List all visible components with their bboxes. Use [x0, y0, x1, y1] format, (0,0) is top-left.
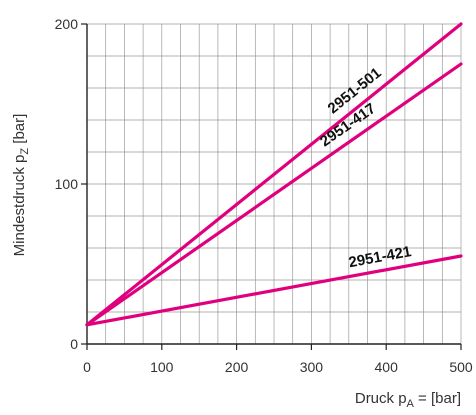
x-tick-label: 500	[449, 359, 473, 375]
x-tick-label: 200	[225, 359, 249, 375]
x-tick-label: 100	[150, 359, 174, 375]
series-line	[85, 254, 463, 327]
x-axis-label: Druck pA = [bar]	[355, 390, 461, 410]
series-lines	[85, 22, 463, 327]
grid	[86, 23, 462, 345]
ticks: 0 100 200 300 400 500 0 100 200	[55, 16, 473, 375]
x-tick-label: 300	[300, 359, 324, 375]
series-line	[85, 22, 463, 327]
series-line	[85, 62, 463, 327]
x-tick-label: 0	[83, 359, 91, 375]
x-tick-label: 400	[375, 359, 399, 375]
y-axis-label: Mindestdruck pZ [bar]	[11, 114, 31, 257]
y-tick-label: 100	[55, 176, 79, 192]
y-tick-label: 200	[55, 16, 79, 32]
y-tick-label: 0	[70, 336, 78, 352]
